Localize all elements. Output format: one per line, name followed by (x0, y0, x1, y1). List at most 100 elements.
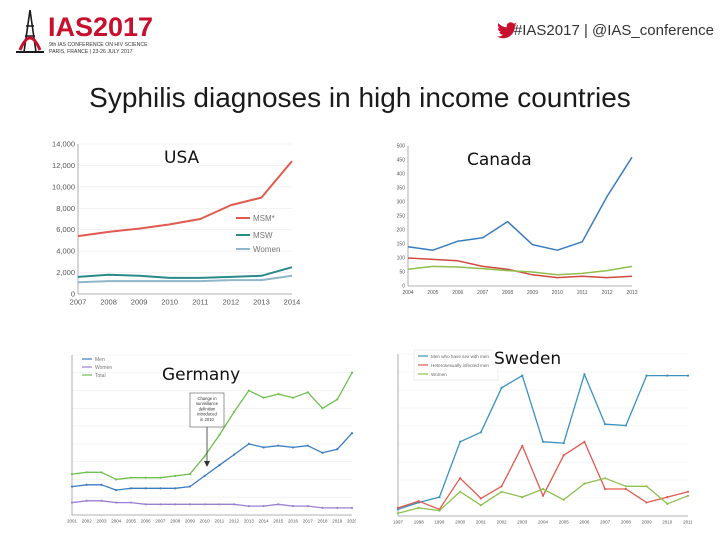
series-line (71, 372, 353, 481)
y-tick-label: 0 (71, 290, 75, 299)
x-tick-label: 2008 (100, 298, 117, 307)
data-point (459, 477, 462, 480)
annotation-text: definition (199, 406, 216, 411)
panel-label-sweden: Sweden (494, 349, 562, 369)
y-tick-label: 500 (397, 144, 406, 150)
x-tick-label: 2007 (600, 520, 611, 525)
x-tick-label: 2001 (476, 520, 487, 525)
x-tick-label: 2008 (170, 519, 181, 524)
x-tick-label: 2003 (517, 520, 528, 525)
data-point (188, 485, 191, 488)
data-point (233, 453, 236, 456)
data-point (100, 483, 103, 486)
legend-label: Women (95, 365, 112, 371)
data-point (203, 455, 206, 458)
logo-subline: 9th IAS CONFERENCE ON HIV SCIENCE (49, 42, 148, 48)
y-tick-label: 14,000 (52, 140, 75, 149)
x-tick-label: 2006 (579, 520, 590, 525)
data-point (247, 505, 250, 508)
legend-label: Heterosexually infected men (431, 363, 489, 368)
data-point (666, 496, 669, 499)
data-point (188, 503, 191, 506)
x-tick-label: 1998 (414, 520, 425, 525)
legend-label: Men (95, 357, 105, 363)
data-point (686, 494, 690, 497)
data-point (417, 506, 420, 509)
annotation-text: in 2010 (200, 417, 214, 422)
legend-label: Women (253, 245, 280, 254)
sweden-chart: 1997 1998 1999 2000 2001 2002 2003 2004 2005 2006… (393, 349, 692, 525)
data-point (541, 487, 545, 491)
data-point (479, 497, 482, 500)
y-tick-label: 50 (399, 270, 405, 276)
series-line (77, 160, 293, 238)
data-point (100, 499, 103, 502)
data-point (336, 398, 339, 401)
x-tick-label: 2010 (161, 298, 178, 307)
data-point (645, 374, 648, 377)
x-tick-label: 2002 (82, 519, 93, 524)
data-point (70, 501, 74, 504)
x-tick-label: 2020 (347, 519, 356, 524)
data-point (562, 454, 565, 457)
data-point (604, 487, 607, 491)
y-tick-label: 250 (397, 214, 406, 220)
series-line (71, 500, 352, 509)
legend-label: MSW (253, 231, 273, 240)
data-point (277, 503, 280, 506)
x-tick-label: 2001 (67, 519, 78, 524)
y-tick-label: 8,000 (56, 204, 75, 213)
x-tick-label: 2013 (626, 290, 637, 296)
series-line (407, 265, 633, 276)
hashtag-text: #IAS2017 | @IAS_conference (513, 22, 714, 39)
data-point (291, 446, 295, 449)
data-point (336, 506, 339, 509)
data-point (396, 512, 400, 515)
series-line (77, 274, 293, 284)
x-tick-label: 2018 (318, 519, 329, 524)
data-point (100, 471, 103, 474)
x-tick-label: 2002 (497, 520, 508, 525)
data-point (604, 477, 607, 480)
data-point (321, 451, 324, 454)
x-tick-label: 2008 (502, 290, 513, 296)
data-point (277, 444, 280, 447)
slide-title: Syphilis diagnoses in high income countr… (89, 82, 631, 113)
y-tick-label: 350 (397, 186, 406, 192)
annotation-text: surveillance (196, 401, 219, 406)
data-point (262, 505, 265, 508)
data-point (115, 501, 118, 504)
logo-wordmark: IAS2017 (48, 12, 153, 42)
y-tick-label: 400 (397, 172, 406, 178)
usa-chart: 0 2,000 4,000 6,000 8,000 10,000 12,000 14,000 2… (52, 140, 300, 307)
chart-panel-usa: 0 2,000 4,000 6,000 8,000 10,000 12,000 14,000 2… (40, 138, 305, 313)
x-tick-label: 2011 (683, 520, 692, 525)
data-point (85, 499, 88, 502)
x-tick-label: 2009 (642, 520, 653, 525)
eiffel-ribbon-icon (16, 9, 44, 53)
data-point (203, 503, 206, 506)
data-point (666, 374, 669, 377)
data-point (500, 490, 503, 493)
data-point (70, 485, 74, 488)
x-tick-label: 2010 (552, 290, 563, 296)
x-tick-label: 2011 (215, 519, 225, 524)
data-point (459, 440, 462, 443)
legend-label: Women (431, 372, 447, 377)
data-point (306, 444, 309, 447)
annotation-box (189, 392, 225, 428)
data-point (159, 503, 162, 506)
x-tick-label: 2017 (303, 519, 314, 524)
data-point (144, 476, 147, 479)
x-tick-label: 2005 (427, 290, 438, 296)
data-point (583, 373, 586, 376)
x-tick-label: 1999 (434, 520, 445, 525)
x-tick-label: 2006 (452, 290, 463, 296)
series-line (71, 432, 353, 491)
chart-panel-sweden: 1997 1998 1999 2000 2001 2002 2003 2004 2005 2006… (376, 340, 692, 538)
data-point (321, 407, 324, 410)
data-point (247, 389, 250, 392)
data-point (291, 396, 295, 399)
x-tick-label: 2010 (662, 520, 673, 525)
x-tick-label: 2019 (332, 519, 343, 524)
